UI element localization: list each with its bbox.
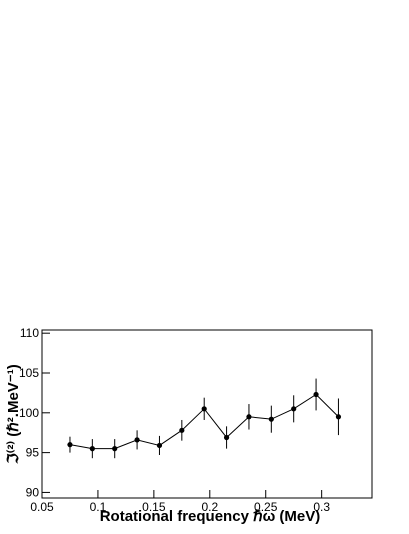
y-tick-label: 100 [19,406,39,420]
x-tick-label: 0.05 [30,500,54,514]
point [201,406,207,412]
x-tick-label: 0.1 [90,500,107,514]
point [313,391,319,398]
point [112,446,118,452]
y-tick-label: 90 [26,485,40,499]
x-axis-label: Rotational frequency ℏω (MeV) [100,508,321,525]
y-tick-label: 110 [20,326,39,340]
point [335,414,342,420]
plot-frame [41,329,373,499]
point [268,416,274,422]
y-tick-label: 105 [19,366,39,380]
x-tick-label: 0.15 [142,500,166,514]
x-tick-label: 0.3 [313,500,330,514]
point [223,434,230,441]
point [156,442,163,449]
x-tick-label: 0.2 [201,500,218,514]
point [246,414,252,420]
point [134,437,140,443]
point [179,427,185,433]
y-axis-label: ℑ⁽²⁾ (ℏ².MeV⁻¹) [5,364,22,464]
x-tick-label: 0.25 [254,500,278,514]
point [67,442,73,448]
point [291,406,297,412]
point [89,446,95,452]
y-tick-label: 95 [26,446,40,460]
